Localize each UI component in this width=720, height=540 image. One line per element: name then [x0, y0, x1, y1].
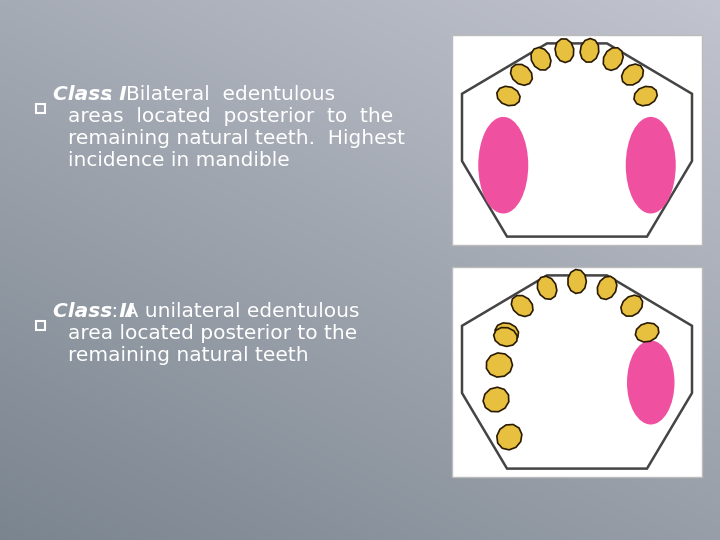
FancyBboxPatch shape [452, 267, 702, 477]
Text: Class I: Class I [53, 85, 127, 104]
Polygon shape [635, 323, 659, 342]
Polygon shape [537, 276, 557, 299]
Polygon shape [487, 353, 513, 377]
Text: : A unilateral edentulous: : A unilateral edentulous [105, 302, 359, 321]
Ellipse shape [478, 117, 528, 213]
Polygon shape [495, 323, 518, 342]
Text: remaining natural teeth.  Highest: remaining natural teeth. Highest [68, 129, 405, 148]
Polygon shape [603, 48, 624, 70]
Polygon shape [462, 43, 692, 237]
Polygon shape [510, 64, 532, 85]
Polygon shape [497, 86, 520, 106]
Polygon shape [634, 86, 657, 106]
Text: Class II: Class II [53, 302, 134, 321]
Text: areas  located  posterior  to  the: areas located posterior to the [68, 107, 393, 126]
Polygon shape [511, 295, 533, 316]
Polygon shape [483, 387, 509, 411]
Polygon shape [621, 295, 642, 316]
Polygon shape [494, 328, 517, 347]
Polygon shape [497, 424, 522, 450]
Polygon shape [621, 64, 644, 85]
Polygon shape [580, 38, 599, 62]
Text: remaining natural teeth: remaining natural teeth [68, 346, 309, 365]
FancyBboxPatch shape [452, 35, 702, 245]
Text: :  Bilateral  edentulous: : Bilateral edentulous [100, 85, 335, 104]
Text: area located posterior to the: area located posterior to the [68, 324, 357, 343]
Polygon shape [598, 276, 617, 300]
Polygon shape [531, 48, 551, 70]
Polygon shape [555, 39, 574, 63]
Text: incidence in mandible: incidence in mandible [68, 151, 289, 170]
Ellipse shape [626, 117, 676, 213]
Bar [36, 321, 45, 330]
Ellipse shape [627, 341, 675, 424]
Polygon shape [568, 269, 586, 293]
Bar [36, 104, 45, 113]
Polygon shape [462, 275, 692, 469]
